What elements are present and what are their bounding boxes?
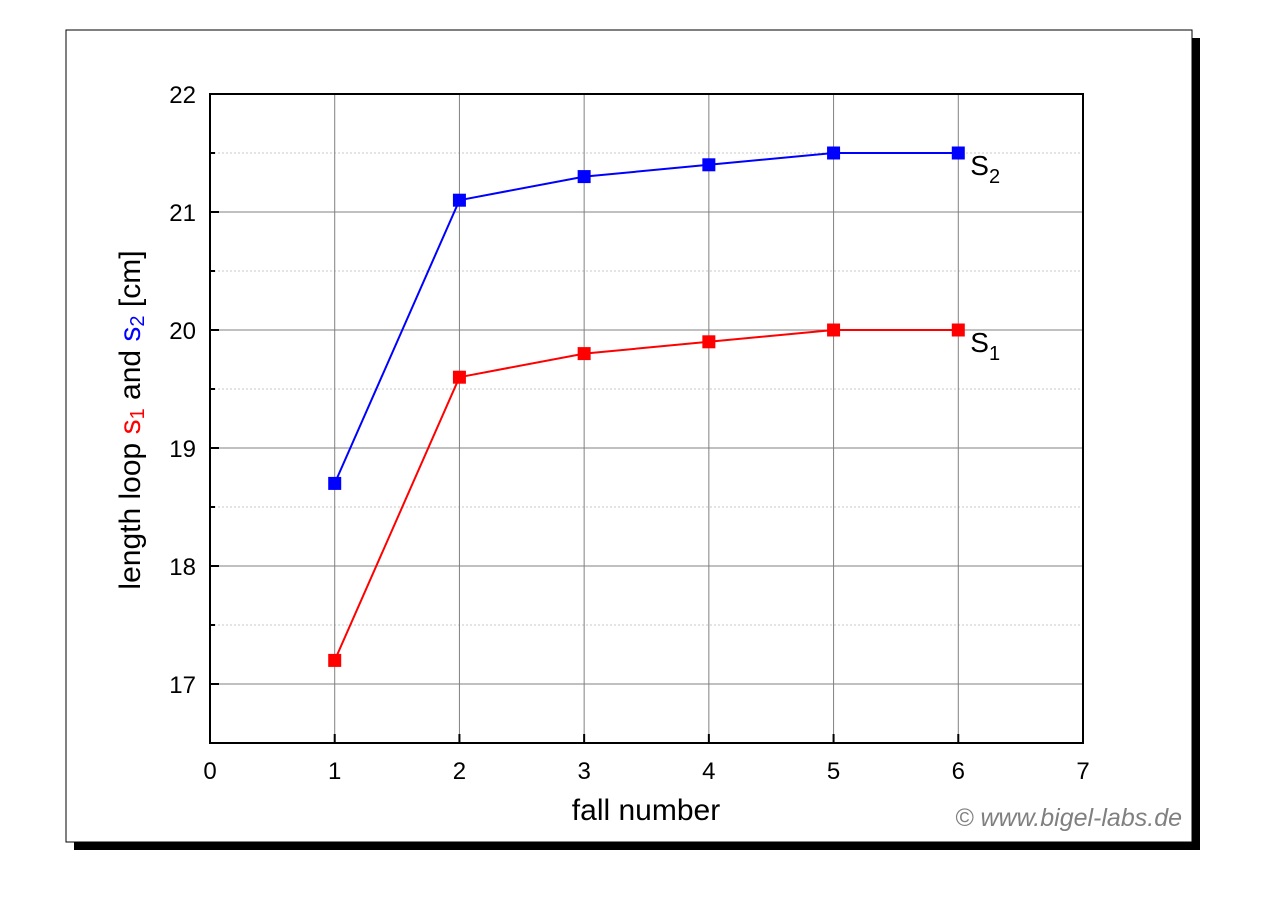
y-axis-title-part: length loop [114,434,147,589]
x-axis-title: fall number [572,794,720,827]
y-axis-title-part: s [114,327,147,342]
frame [65,29,1193,843]
series-label: S1 [970,327,1000,365]
x-tick-label: 5 [827,758,840,785]
series-name: S [970,150,989,181]
y-tick-label: 17 [169,672,196,699]
y-axis-title-part: 1 [127,408,149,419]
x-tick-label: 3 [577,758,590,785]
plot-border [209,93,1084,744]
y-tick-label: 20 [169,318,196,345]
marker [827,323,841,337]
x-tick-label: 7 [1076,758,1089,785]
y-axis-title-part: s [114,419,147,434]
y-tick-label: 19 [169,436,196,463]
marker [452,370,466,384]
marker [827,146,841,160]
series-line [333,329,959,661]
series-subscript: 2 [989,166,1000,188]
x-tick-label: 6 [952,758,965,785]
marker [951,323,965,337]
y-tick-label: 22 [169,82,196,109]
marker [577,170,591,184]
series-name: S [970,327,989,358]
watermark: © www.bigel-labs.de [955,804,1182,832]
y-tick-label: 18 [169,554,196,581]
x-tick-label: 2 [453,758,466,785]
y-axis-title-part: 2 [127,315,149,326]
y-axis-title-part: and [114,342,147,409]
marker [328,476,342,490]
marker [951,146,965,160]
marker [328,653,342,667]
x-tick-label: 4 [702,758,715,785]
marker [577,347,591,361]
marker [452,193,466,207]
series-label: S2 [970,150,1000,188]
y-axis-title: length loop s1 and s2 [cm] [114,250,149,589]
x-tick-label: 0 [203,758,216,785]
series-subscript: 1 [989,343,1000,365]
marker [702,335,716,349]
series-line [333,152,959,484]
y-tick-label: 21 [169,200,196,227]
y-axis-title-part: [cm] [114,250,147,315]
marker [702,158,716,172]
x-tick-label: 1 [328,758,341,785]
